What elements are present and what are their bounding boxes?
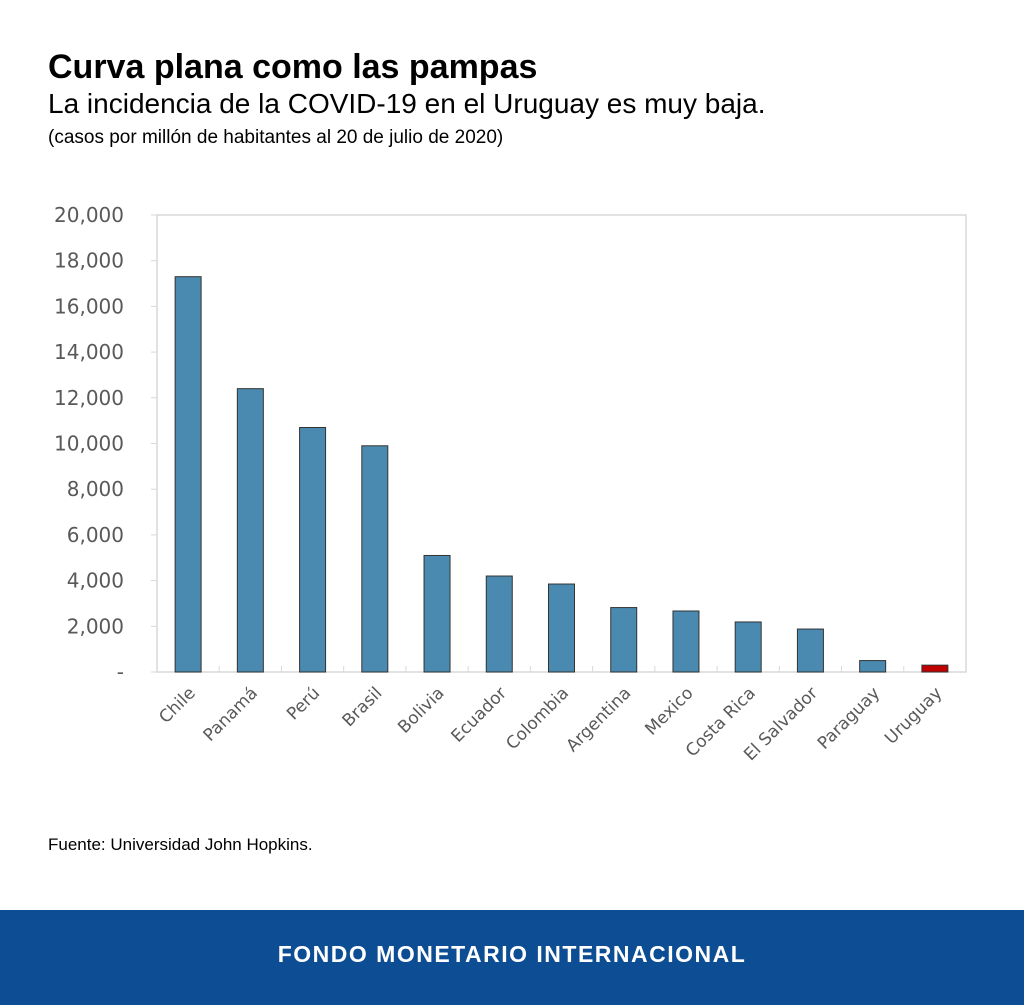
y-tick-label: 20,000 [54,203,124,227]
bar-uruguay [921,664,949,673]
y-tick-label: 12,000 [54,386,124,410]
bar-bolivia [423,554,451,673]
y-tick-label: 6,000 [67,523,124,547]
x-tick-label: Uruguay [881,683,946,748]
chart-note: (casos por millón de habitantes al 20 de… [48,127,504,148]
y-tick-label: 18,000 [54,249,124,273]
bar-el-salvador [796,628,824,673]
bar-perú [299,427,327,673]
x-tick-label: Chile [155,683,199,727]
bar-mexico [672,610,700,673]
y-tick-label: 10,000 [54,432,124,456]
x-tick-label: Colombia [502,683,573,754]
y-tick-label: 16,000 [54,294,124,318]
y-tick-label: - [117,660,124,684]
x-tick-label: Brasil [339,683,387,731]
x-tick-label: Mexico [641,683,697,739]
bar-panamá [236,388,264,673]
source-note: Fuente: Universidad John Hopkins. [48,835,313,854]
bar-chart: - 2,000 4,000 6,000 8,000 10,000 12,000 14,000 1… [54,203,967,765]
chart-subtitle: La incidencia de la COVID-19 en el Urugu… [48,88,766,119]
y-tick-label: 4,000 [67,569,124,593]
footer-banner: FONDO MONETARIO INTERNACIONAL [0,910,1024,1005]
x-tick-label: Paraguay [814,683,884,753]
bar-brasil [361,445,389,673]
bar-colombia [548,583,575,673]
bar-costa-rica [734,621,762,673]
bar-paraguay [859,660,887,673]
x-tick-label: Argentina [562,683,635,756]
bar-ecuador [485,575,513,673]
bar-argentina [610,607,638,673]
chart-title: Curva plana como las pampas [48,48,538,86]
x-tick-label: Panamá [200,683,262,745]
y-tick-label: 14,000 [54,340,124,364]
x-tick-label: Ecuador [448,683,511,746]
y-tick-label: 8,000 [67,477,124,501]
x-tick-label: Perú [283,683,324,724]
x-tick-label: Bolivia [394,683,448,737]
y-tick-label: 2,000 [67,614,124,638]
bar-chile [174,276,202,673]
footer-label: FONDO MONETARIO INTERNACIONAL [277,941,747,967]
